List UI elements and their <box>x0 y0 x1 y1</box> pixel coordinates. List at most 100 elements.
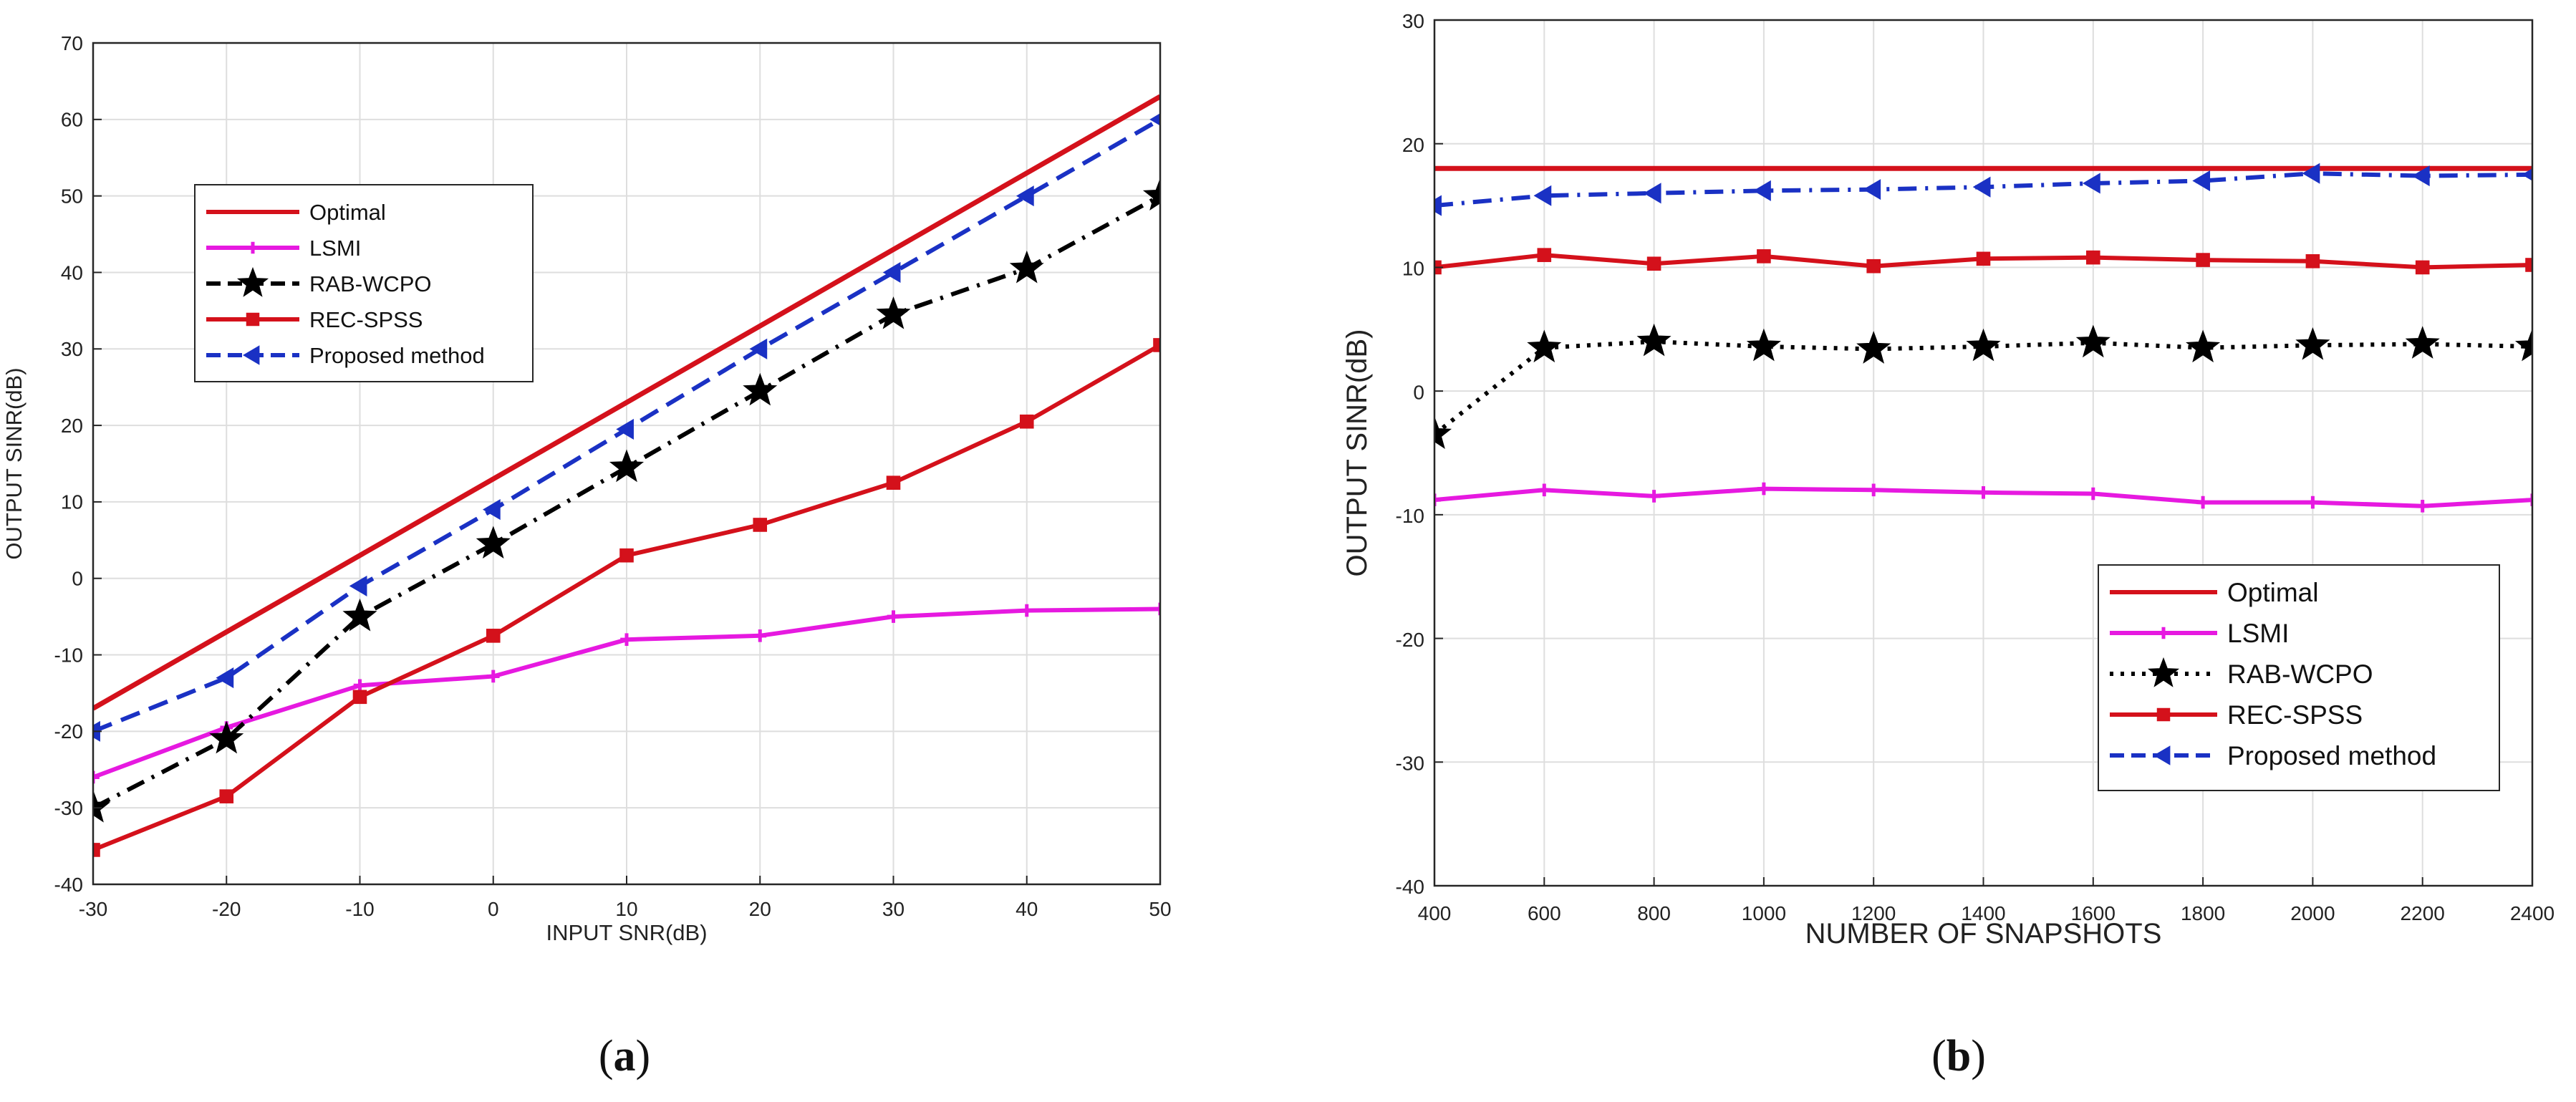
data-point-proposed-method <box>2411 165 2430 187</box>
chart-a-series <box>93 94 1160 857</box>
y-tick-label: 0 <box>1413 381 1424 403</box>
data-point-lsmi <box>1867 483 1880 497</box>
data-point-rec-spss <box>1757 249 1771 264</box>
y-tick-label: 30 <box>61 338 83 360</box>
chart-a-ticks: -30 -20 -10 0 10 20 30 40 50-40-30-20-1001020304… <box>54 32 1172 920</box>
legend-label-proposed-method: Proposed method <box>2227 741 2436 770</box>
data-point-rec-spss <box>486 629 501 643</box>
data-point-rec-spss <box>2415 260 2430 275</box>
data-point-lsmi <box>2306 496 2320 509</box>
x-tick-label: 1000 <box>1742 902 1786 924</box>
legend-marker-lsmi <box>2157 627 2170 639</box>
x-tick-label: 400 <box>1418 902 1452 924</box>
data-point-proposed-method <box>1753 180 1771 201</box>
data-point-rab-wcpo <box>1009 250 1044 284</box>
series-rec-spss <box>1434 248 2532 275</box>
legend-label-lsmi: LSMI <box>309 236 361 261</box>
data-point-proposed-method <box>1434 195 1442 216</box>
y-tick-label: 50 <box>61 185 83 207</box>
x-tick-label: 2400 <box>2510 902 2555 924</box>
data-point-proposed-method <box>1863 179 1881 200</box>
y-tick-label: -40 <box>1396 876 1424 898</box>
chart-a-y-axis-label: OUTPUT SINR(dB) <box>1 367 26 559</box>
data-point-rec-spss <box>1537 248 1552 262</box>
y-tick-label: -20 <box>1396 629 1424 651</box>
data-point-proposed-method <box>749 338 768 359</box>
chart-a-x-axis-label: INPUT SNR(dB) <box>546 920 707 945</box>
series-proposed-method <box>93 113 1160 742</box>
data-point-rab-wcpo <box>2075 324 2111 358</box>
data-point-lsmi <box>1538 483 1551 497</box>
x-tick-label: -30 <box>79 898 107 920</box>
series-optimal <box>93 94 1160 711</box>
legend-label-lsmi: LSMI <box>2227 619 2289 648</box>
x-tick-label: 0 <box>488 898 499 920</box>
series-proposed-method <box>1434 163 2532 216</box>
data-point-rab-wcpo <box>876 296 911 329</box>
x-tick-label: 10 <box>615 898 637 920</box>
data-point-rab-wcpo <box>1966 328 2001 362</box>
data-point-rec-spss <box>753 518 768 532</box>
x-tick-label: 1600 <box>2071 902 2116 924</box>
data-point-proposed-method <box>1016 185 1034 207</box>
x-tick-label: 1200 <box>1851 902 1896 924</box>
legend-label-rab-wcpo: RAB-WCPO <box>2227 659 2373 689</box>
x-tick-label: -10 <box>345 898 374 920</box>
data-point-rab-wcpo <box>743 372 778 406</box>
chart-a-legend: Optimal LSMI RAB-WCPO REC-SPSS Proposed meth… <box>194 184 534 382</box>
data-point-lsmi <box>93 770 100 784</box>
data-point-lsmi <box>620 633 633 646</box>
chart-a: -30 -20 -10 0 10 20 30 40 50-40-30-20-1001020304… <box>1 32 1172 1081</box>
y-tick-label: 10 <box>1402 258 1424 280</box>
data-point-lsmi <box>1434 493 1441 506</box>
x-tick-label: 40 <box>1016 898 1038 920</box>
data-point-rab-wcpo <box>209 720 244 754</box>
data-point-rab-wcpo <box>2405 326 2440 359</box>
x-tick-label: 1400 <box>1961 902 2005 924</box>
series-rec-spss <box>93 338 1160 857</box>
data-point-rab-wcpo <box>2186 329 2221 363</box>
chart-a-caption: (a) <box>599 1032 650 1081</box>
data-point-rec-spss <box>219 789 234 803</box>
data-point-rab-wcpo <box>2295 327 2330 360</box>
legend-label-proposed-method: Proposed method <box>309 343 485 368</box>
data-point-proposed-method <box>1533 185 1552 206</box>
legend-marker-rec-spss <box>2156 707 2171 722</box>
data-point-rab-wcpo <box>342 598 377 632</box>
data-point-rab-wcpo <box>1746 328 1781 362</box>
data-point-rab-wcpo <box>1527 329 1562 363</box>
x-tick-label: 20 <box>749 898 771 920</box>
data-point-lsmi <box>1977 485 1990 499</box>
data-point-rec-spss <box>2305 253 2320 269</box>
data-point-lsmi <box>2196 496 2209 509</box>
x-tick-label: 600 <box>1528 902 1561 924</box>
y-tick-label: -10 <box>54 644 83 666</box>
x-tick-label: 1800 <box>2181 902 2225 924</box>
y-tick-label: 60 <box>61 109 83 131</box>
data-point-proposed-method <box>216 667 234 689</box>
y-tick-label: -20 <box>54 720 83 743</box>
legend-label-rab-wcpo: RAB-WCPO <box>309 271 432 296</box>
data-point-lsmi <box>1020 604 1033 617</box>
y-tick-label: 70 <box>61 32 83 54</box>
chart-b: 400 600 800 1000 1200 1400 1600 1800 2000 2200 240… <box>1341 10 2555 1081</box>
data-point-proposed-method <box>616 418 634 440</box>
series-line-rab-wcpo <box>1434 339 2532 436</box>
x-tick-label: 50 <box>1149 898 1171 920</box>
data-point-lsmi <box>1757 482 1770 496</box>
data-point-rec-spss <box>1976 251 1991 266</box>
legend-marker-lsmi <box>246 241 259 254</box>
data-point-proposed-method <box>2192 170 2211 192</box>
data-point-lsmi <box>753 629 767 642</box>
chart-b-ticks: 400 600 800 1000 1200 1400 1600 1800 2000 2200 240… <box>1396 10 2555 924</box>
data-point-proposed-method <box>482 499 501 521</box>
data-point-proposed-method <box>349 575 367 596</box>
data-point-proposed-method <box>1643 183 1661 204</box>
legend-label-rec-spss: REC-SPSS <box>2227 700 2363 730</box>
data-point-rec-spss <box>619 548 634 563</box>
data-point-lsmi <box>1154 602 1160 616</box>
chart-b-y-axis-label: OUTPUT SINR(dB) <box>1341 329 1373 577</box>
data-point-rec-spss <box>2196 253 2210 267</box>
data-point-rab-wcpo <box>2514 328 2532 362</box>
